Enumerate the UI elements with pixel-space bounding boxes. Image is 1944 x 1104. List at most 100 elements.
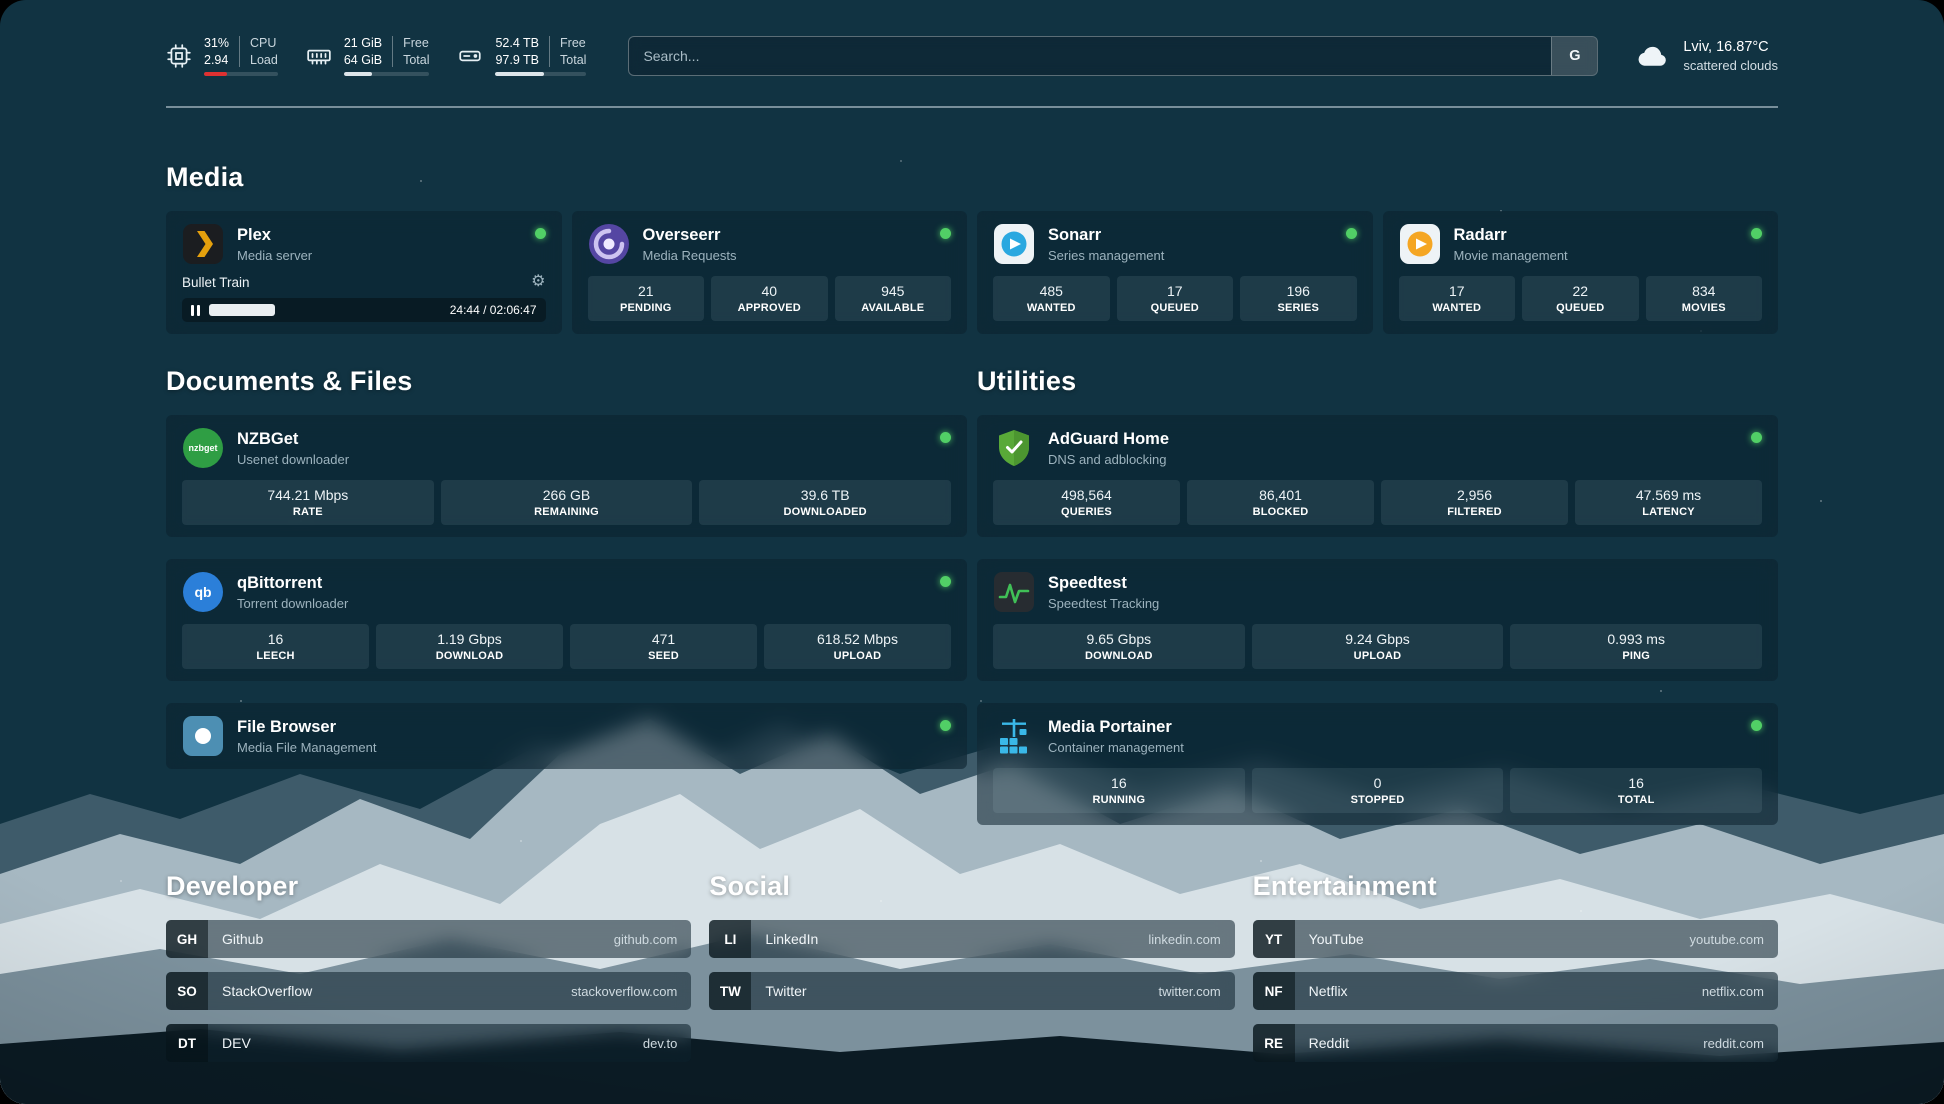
cpu-chip-icon [166,43,192,69]
app-card-qbittorrent[interactable]: qb qBittorrent Torrent downloader 16 [166,559,967,681]
cloud-icon [1634,38,1670,74]
disk-total-label: Total [560,52,587,67]
ram-icon [306,43,332,69]
cpu-percent: 31% [204,36,230,51]
memory-usage-bar [343,71,430,76]
stat-queued: 17 QUEUED [1116,276,1233,321]
stat-download: 9.65 Gbps DOWNLOAD [993,624,1245,669]
bookmark-abbr: RE [1252,1024,1295,1062]
app-desc: Movie management [1453,247,1568,263]
stat-pending: 21 PENDING [587,276,704,321]
bookmark-twitter[interactable]: TW Twitter twitter.com [709,972,1235,1010]
middle-grid: Documents & Files nzbget NZBGet Usenet d… [166,334,1778,825]
bookmark-abbr: YT [1252,920,1295,958]
status-dot [534,228,546,239]
weather-widget: Lviv, 16.87°C scattered clouds [1634,38,1778,74]
cpu-usage-fill [204,71,227,76]
bookmark-name: Twitter [765,983,807,999]
bookmark-grid: Developer GH Github github.com SO StackO… [166,871,1778,1062]
status-dot [940,228,951,239]
bookmark-url: stackoverflow.com [571,983,678,999]
app-desc: DNS and adblocking [1048,451,1167,467]
stat-approved: 40 APPROVED [711,276,828,321]
bookmark-url: netflix.com [1701,983,1764,999]
disk-usage-fill [495,71,544,76]
bookmark-abbr: DT [166,1024,208,1062]
pause-icon[interactable] [191,304,200,316]
app-desc: Series management [1048,247,1165,263]
app-card-nzbget[interactable]: nzbget NZBGet Usenet downloader 744.21 M… [166,415,967,537]
disk-widget: 52.4 TB 97.9 TB Free Total [457,36,587,76]
bookmark-dev[interactable]: DT DEV dev.to [166,1024,692,1062]
sonarr-icon [993,223,1035,265]
top-bar: 31% 2.94 CPU Load [166,0,1778,76]
hard-drive-icon [457,43,483,69]
bookmark-url: youtube.com [1689,931,1764,947]
memory-total-label: Total [403,52,430,67]
app-card-portainer[interactable]: Media Portainer Container management 16 … [977,703,1778,825]
app-card-speedtest[interactable]: Speedtest Speedtest Tracking 9.65 Gbps D… [977,559,1778,681]
bookmark-group-social: Social LI LinkedIn linkedin.com TW Twitt… [709,871,1235,1062]
app-card-radarr[interactable]: Radarr Movie management 17 WANTED 22 QUE… [1382,211,1778,334]
disk-free-value: 52.4 TB [495,36,540,51]
weather-condition: scattered clouds [1683,58,1778,73]
section-title-media: Media [166,162,244,192]
cpu-widget: 31% 2.94 CPU Load [166,36,278,76]
now-playing-title: Bullet Train [182,274,250,290]
stat-divider [392,36,394,67]
app-card-adguard[interactable]: AdGuard Home DNS and adblocking 498,564 … [977,415,1778,537]
bookmark-name: LinkedIn [765,931,819,947]
cpu-label: CPU [250,36,277,51]
playback-progress-fill [209,304,275,316]
qbittorrent-icon: qb [182,571,224,613]
bookmark-name: StackOverflow [222,983,313,999]
bookmark-reddit[interactable]: RE Reddit reddit.com [1252,1024,1778,1062]
app-desc: Media File Management [237,739,377,755]
app-card-plex[interactable]: Plex Media server Bullet Train ⚙ 24:44 /… [166,211,562,334]
search-engine-button[interactable]: G [1551,37,1598,75]
cpu-usage-bar [204,71,278,76]
playback-progress-bar[interactable]: 24:44 / 02:06:47 [182,298,546,322]
portainer-icon [993,715,1035,757]
stat-series: 196 SERIES [1240,276,1357,321]
cpu-load-label: Load [250,52,278,67]
app-name: Media Portainer [1048,717,1172,736]
section-title-documents: Documents & Files [166,366,413,396]
stat-ping: 0.993 ms PING [1510,624,1763,669]
gear-icon[interactable]: ⚙ [531,273,546,290]
adguard-shield-icon [993,427,1035,469]
weather-location: Lviv, 16.87°C [1683,39,1769,55]
bookmark-github[interactable]: GH Github github.com [166,920,692,958]
bookmark-url: dev.to [642,1035,678,1051]
speedtest-icon [993,571,1035,613]
bookmark-netflix[interactable]: NF Netflix netflix.com [1252,972,1778,1010]
app-desc: Usenet downloader [237,451,350,467]
stat-wanted: 485 WANTED [993,276,1110,321]
bookmark-name: Reddit [1308,1035,1350,1051]
app-card-filebrowser[interactable]: File Browser Media File Management [166,703,967,769]
bookmark-youtube[interactable]: YT YouTube youtube.com [1252,920,1778,958]
section-title-social: Social [709,871,791,901]
filebrowser-icon [182,715,224,757]
status-dot [1345,228,1357,239]
app-card-sonarr[interactable]: Sonarr Series management 485 WANTED 17 Q… [977,211,1373,334]
bookmark-abbr: SO [166,972,208,1010]
app-card-overseerr[interactable]: Overseerr Media Requests 21 PENDING 40 A… [571,211,967,334]
memory-free-value: 21 GiB [343,36,383,51]
bookmark-name: DEV [222,1035,251,1051]
status-dot [940,576,951,587]
app-name: AdGuard Home [1048,429,1170,448]
app-name: File Browser [237,717,337,736]
media-card-grid: Plex Media server Bullet Train ⚙ 24:44 /… [166,211,1778,334]
stat-divider [549,36,551,67]
memory-usage-fill [343,71,373,76]
bookmark-stackoverflow[interactable]: SO StackOverflow stackoverflow.com [166,972,692,1010]
status-dot [1751,432,1762,443]
section-title-developer: Developer [166,871,299,901]
section-documents: Documents & Files nzbget NZBGet Usenet d… [166,334,967,769]
stat-latency: 47.569 ms LATENCY [1575,480,1762,525]
status-dot [1751,720,1762,731]
bookmark-linkedin[interactable]: LI LinkedIn linkedin.com [709,920,1235,958]
search-input[interactable] [629,37,1552,75]
